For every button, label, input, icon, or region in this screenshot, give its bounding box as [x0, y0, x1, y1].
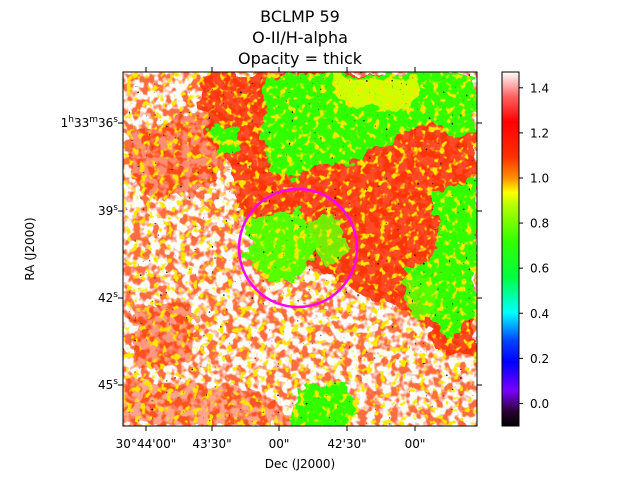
colorbar-tick-label-1: 0.2 — [530, 352, 549, 366]
x-tick-label-3: 42'30" — [327, 437, 366, 451]
x-axis-label: Dec (J2000) — [265, 457, 335, 471]
y-tick-labels: 1h33m36s 39s 42s 45s — [61, 115, 119, 392]
colorbar-tick-label-2: 0.4 — [530, 307, 549, 321]
y-tick-label-0: 1h33m36s — [61, 115, 119, 130]
x-tick-label-4: 00" — [405, 437, 426, 451]
plot-frame — [122, 71, 478, 427]
x-tick-label-2: 00" — [269, 437, 290, 451]
y-axis-ticks — [118, 122, 482, 386]
x-tick-label-0: 30°44'00" — [116, 437, 177, 451]
x-axis-ticks — [145, 67, 416, 431]
y-tick-label-2: 42s — [98, 290, 118, 305]
ratio-map-image — [123, 72, 477, 426]
colorbar-tick-label-3: 0.6 — [530, 262, 549, 276]
colorbar-tick-label-0: 0.0 — [530, 397, 549, 411]
chart-title: BCLMP 59 O-II/H-alpha Opacity = thick — [238, 7, 363, 68]
title-line-3: Opacity = thick — [238, 49, 363, 68]
y-tick-label-3: 45s — [98, 377, 118, 392]
colorbar-frame — [501, 71, 520, 427]
x-tick-labels: 30°44'00" 43'30" 00" 42'30" 00" — [116, 437, 426, 451]
colorbar-gradient — [502, 72, 519, 426]
y-tick-label-1: 39s — [98, 203, 118, 218]
colorbar-tick-label-6: 1.2 — [530, 126, 549, 140]
colorbar: 0.0 0.2 0.4 0.6 0.8 1.0 1.2 1.4 — [501, 71, 549, 427]
black-noise-layer — [123, 72, 477, 426]
colorbar-tick-label-4: 0.8 — [530, 217, 549, 231]
aperture-circle — [237, 187, 359, 309]
colorbar-tick-label-7: 1.4 — [530, 81, 549, 95]
y-axis-label: RA (J2000) — [23, 217, 37, 280]
x-tick-label-1: 43'30" — [192, 437, 231, 451]
title-line-1: BCLMP 59 — [260, 7, 340, 26]
colorbar-tick-label-5: 1.0 — [530, 171, 549, 185]
title-line-2: O-II/H-alpha — [252, 28, 348, 47]
colorbar-ticks: 0.0 0.2 0.4 0.6 0.8 1.0 1.2 1.4 — [519, 81, 549, 411]
